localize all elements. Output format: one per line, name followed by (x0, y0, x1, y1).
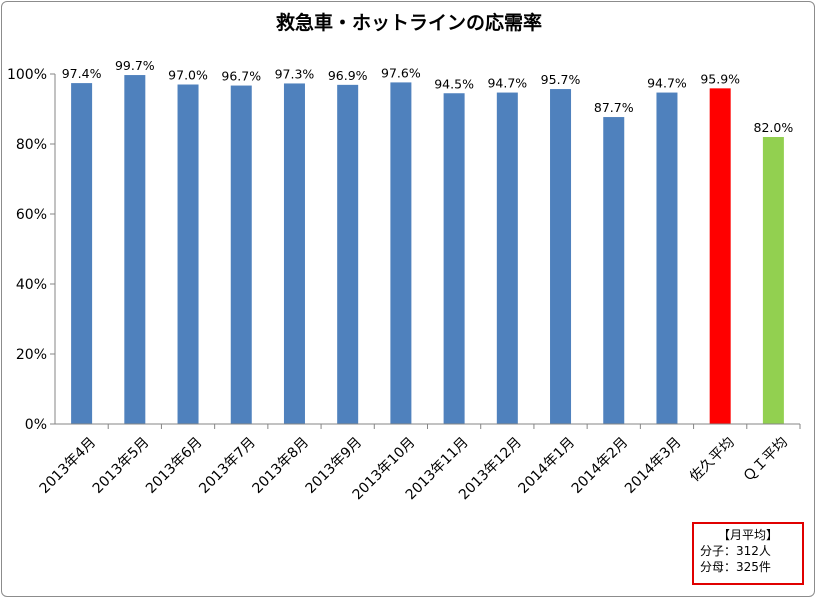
denominator-value: 325件 (736, 560, 771, 574)
y-tick-label: 20% (16, 347, 47, 363)
bar (550, 89, 572, 425)
bars (71, 75, 784, 425)
x-tick-label: 2013年4月 (37, 434, 100, 497)
data-label: 87.7% (594, 100, 634, 115)
x-tick-label: 2013年6月 (143, 434, 206, 497)
x-tick-label: 2013年7月 (196, 434, 259, 497)
data-label: 95.9% (700, 71, 740, 86)
bar (656, 92, 678, 425)
data-label: 94.7% (487, 76, 527, 91)
y-tick-label: 100% (7, 67, 47, 83)
x-tick-label: ＱＩ平均 (740, 434, 791, 485)
bar (337, 84, 359, 424)
x-tick-label: 2014年1月 (516, 434, 579, 497)
y-axis: 0% 20% 40% 60% 80% 100% (7, 67, 56, 433)
bar (496, 92, 518, 425)
x-tick-label: 2013年5月 (90, 434, 153, 497)
bar (443, 93, 465, 424)
data-label: 82.0% (754, 120, 794, 135)
x-tick-label: 佐久平均 (687, 434, 738, 485)
bar (177, 84, 199, 424)
data-labels: 97.4% 99.7% 97.0% 96.7% 97.3% 96.9% 97.6% 94.5%… (62, 58, 794, 135)
denominator-label: 分母： (700, 560, 737, 574)
data-label: 97.6% (381, 65, 421, 80)
data-label: 94.5% (434, 76, 474, 91)
data-label: 99.7% (115, 58, 155, 73)
data-label: 97.3% (275, 66, 315, 81)
data-label: 94.7% (647, 76, 687, 91)
data-label: 97.0% (168, 68, 208, 83)
bar (71, 83, 93, 424)
bar (390, 82, 412, 425)
note-heading: 【月平均】 (717, 528, 778, 542)
x-tick-label: 2014年3月 (622, 434, 685, 497)
x-tick-label: 2014年2月 (569, 434, 632, 497)
x-tick-label: 2013年8月 (249, 434, 312, 497)
chart-title: 救急車・ホットラインの応需率 (276, 11, 542, 34)
bar (603, 117, 625, 425)
data-label: 97.4% (62, 66, 102, 81)
y-tick-label: 80% (16, 137, 47, 153)
bar (762, 137, 784, 424)
bar (124, 75, 146, 425)
bar (283, 83, 305, 424)
bar (709, 88, 731, 424)
numerator-row: 分子：312人 (700, 543, 796, 559)
data-label: 96.9% (328, 68, 368, 83)
y-tick-label: 60% (16, 207, 47, 223)
data-label: 95.7% (541, 72, 581, 87)
numerator-label: 分子： (700, 544, 737, 558)
numerator-value: 312人 (736, 544, 771, 558)
y-tick-label: 0% (25, 417, 47, 433)
data-label: 96.7% (221, 69, 261, 84)
y-tick-label: 40% (16, 277, 47, 293)
monthly-average-note: 【月平均】 分子：312人 分母：325件 (692, 522, 804, 585)
bar (230, 85, 252, 425)
x-axis: 2013年4月2013年5月2013年6月2013年7月2013年8月2013年… (37, 423, 801, 503)
denominator-row: 分母：325件 (700, 559, 796, 575)
